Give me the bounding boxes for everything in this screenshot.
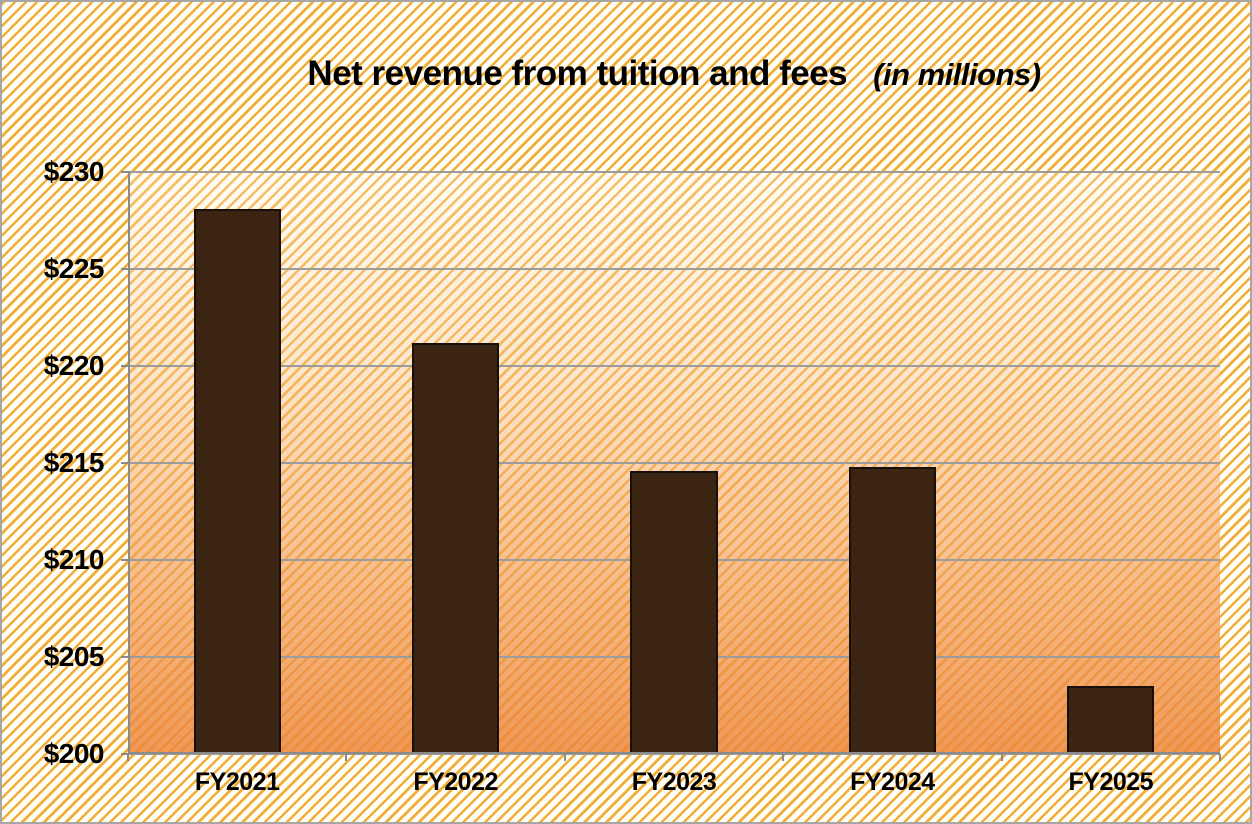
plot-area: FY2021 FY2022 FY2023 FY2024 FY2025 xyxy=(121,171,1221,796)
gridline xyxy=(128,462,1220,464)
y-axis-label: $220 xyxy=(43,350,105,381)
y-axis-label: $230 xyxy=(43,156,105,187)
x-axis-tick xyxy=(1219,754,1221,761)
x-axis-tick xyxy=(127,754,129,761)
gridline xyxy=(128,365,1220,367)
gridline xyxy=(128,268,1220,270)
x-axis-tick xyxy=(345,754,348,761)
x-axis-label: FY2022 xyxy=(413,768,498,796)
y-axis-tick xyxy=(121,171,130,173)
y-axis-tick xyxy=(121,656,130,658)
x-axis-line xyxy=(128,752,1220,754)
x-axis-tick xyxy=(1000,754,1003,761)
bar xyxy=(848,466,937,754)
gridline xyxy=(128,171,1220,173)
y-axis-tick xyxy=(121,365,130,367)
y-axis-label: $205 xyxy=(43,641,105,672)
x-axis-label: FY2024 xyxy=(850,768,935,796)
chart-title-text: Net revenue from tuition and fees xyxy=(307,54,848,93)
x-axis-tick xyxy=(563,754,566,761)
bar xyxy=(630,470,718,754)
bar xyxy=(1067,686,1155,754)
y-axis-tick xyxy=(121,268,130,270)
y-axis-tick xyxy=(121,559,130,561)
gridline xyxy=(128,753,1220,755)
x-axis-label: FY2021 xyxy=(194,768,280,796)
chart-title: Net revenue from tuition and fees (in mil… xyxy=(128,54,1220,94)
bar xyxy=(411,342,500,754)
y-axis-label: $215 xyxy=(43,447,105,478)
x-axis-label: FY2025 xyxy=(1068,768,1154,796)
y-axis-label: $210 xyxy=(43,544,105,575)
y-axis: $200 $205 $210 $215 $220 $225 $230 xyxy=(2,156,105,769)
y-axis-tick xyxy=(121,753,130,755)
bar xyxy=(193,208,281,754)
y-axis-tick xyxy=(121,462,130,464)
chart-subtitle-text: (in millions) xyxy=(873,57,1041,92)
x-axis-label: FY2023 xyxy=(631,768,717,796)
x-axis-tick xyxy=(782,754,785,761)
y-axis-label: $200 xyxy=(43,738,105,769)
y-axis-label: $225 xyxy=(43,253,105,284)
